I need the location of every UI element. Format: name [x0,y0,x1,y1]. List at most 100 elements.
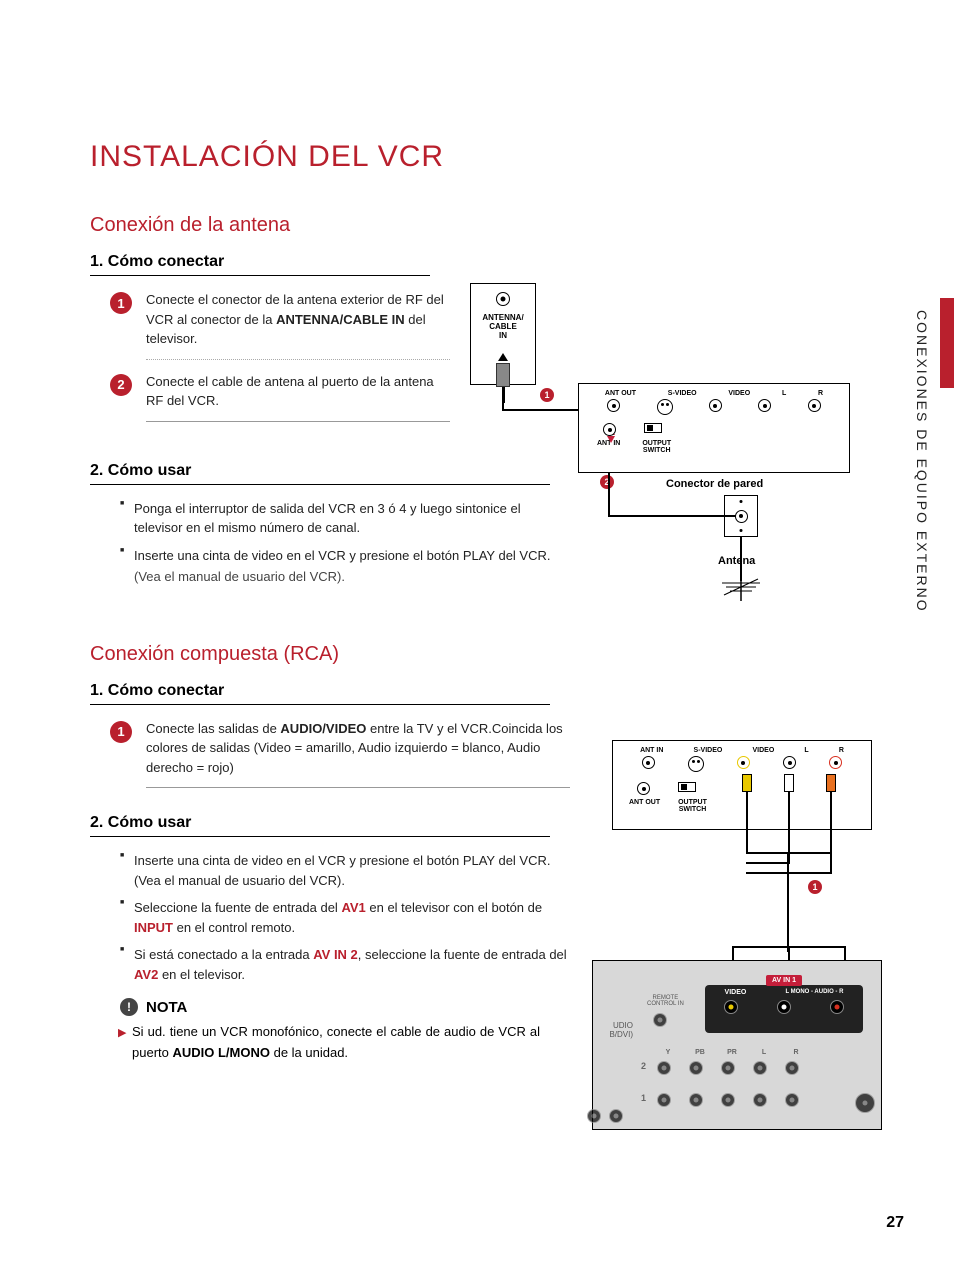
diagram-antenna: ANTENNA/ CABLE IN 1 ANT OUT S-VIDEO VIDE… [470,283,870,613]
jack-icon [808,399,821,412]
l: L [782,390,786,397]
row [705,996,863,1014]
row: ANT OUT OUTPUT SWITCH [613,797,871,813]
step-badge: 1 [110,721,132,743]
svideo-icon [688,756,704,772]
l: L MONO - AUDIO - R [785,989,843,996]
l: 2 [641,1061,646,1071]
t: INPUT [134,920,173,935]
rca-plug-white-icon [784,774,794,792]
wall-plate-icon [724,495,758,537]
t: Conecte las salidas de [146,721,280,736]
remote-label: REMOTE CONTROL IN [647,995,684,1007]
t: en el control remoto. [173,920,295,935]
section-a-connect-head: 1. Cómo conectar [90,253,430,276]
jack-icon [785,1061,799,1075]
arrow-down-icon [607,436,615,443]
section-b-subtitle: Conexión compuesta (RCA) [90,643,864,666]
jack-icon [609,1109,623,1123]
exclamation-icon: ! [120,998,138,1016]
note-box: ! NOTA ▶ Si ud. tiene un VCR monofónico,… [120,998,540,1064]
avin1-title: AV IN 1 [766,975,802,986]
wall-label: Conector de pared [666,478,763,490]
l: 1 [641,1093,646,1103]
bullet: Seleccione la fuente de entrada del AV1 … [120,898,570,937]
section-a-step-2: 2 Conecte el cable de antena al puerto d… [90,372,450,422]
rca-plug-yellow-icon [742,774,752,792]
l: ANT OUT [605,390,636,397]
l: R [818,390,823,397]
wire [608,473,610,515]
l: Y [661,1049,675,1056]
l: OUTPUT SWITCH [642,440,671,454]
switch-icon [678,782,696,792]
row: VIDEO L MONO - AUDIO - R [705,985,863,996]
l: S-VIDEO [668,390,697,397]
sidebar-tab [940,298,954,388]
jack-icon [709,399,722,412]
l: ANT OUT [629,799,660,813]
sidebar-label: CONEXIONES DE EQUIPO EXTERNO [914,310,930,613]
page-number: 27 [886,1214,904,1232]
jack-icon [785,1093,799,1107]
jack-icon [721,1061,735,1075]
l: VIDEO [728,390,750,397]
jack-icon [637,782,650,795]
vcr-jack-row [579,397,849,417]
t: AV1 [341,900,365,915]
l: OUTPUT SWITCH [678,799,707,813]
l: R [789,1049,803,1056]
coax-jack-icon [496,292,510,306]
comp-row-2: 2 [657,1061,799,1075]
vcr-label-row-2: ANT IN OUTPUT SWITCH [579,438,849,454]
jack-white-icon [777,1000,791,1014]
jack-icon [753,1093,767,1107]
jack-icon [689,1061,703,1075]
tv-panel: UDIO B/DVI) REMOTE CONTROL IN AV IN 1 VI… [592,960,882,1130]
jack-icon [829,756,842,769]
jack-icon [783,756,796,769]
jack-icon [753,1061,767,1075]
jack-icon [603,423,616,436]
l: S-VIDEO [694,747,723,754]
jack-label: ANTENNA/ CABLE IN [471,314,535,340]
wire [787,852,789,952]
jack-icon [642,756,655,769]
coax-cable-icon [496,363,510,403]
arrow-up-icon [498,353,508,361]
t: AUDIO/VIDEO [280,721,366,736]
jack-icon [737,756,750,769]
comp-row-1: 1 [657,1093,799,1107]
jack-icon [607,399,620,412]
switch-icon [644,423,662,433]
l: PB [693,1049,707,1056]
section-b-bullets: Inserte una cinta de video en el VCR y p… [90,851,570,984]
vcr-jack-row-2 [579,417,849,438]
wire [746,852,832,854]
avin1-panel: AV IN 1 VIDEO L MONO - AUDIO - R [705,985,863,1033]
section-b-connect-head: 1. Cómo conectar [90,682,550,705]
t: en el televisor con el botón de [366,900,542,915]
step-badge: 2 [110,374,132,396]
jack-red-icon [830,1000,844,1014]
antenna-label: Antena [718,555,755,567]
page-title: INSTALACIÓN DEL VCR [90,140,864,174]
antenna-icon [716,575,766,601]
side-label: UDIO B/DVI) [597,1021,633,1039]
section-a-step-1: 1 Conecte el conector de la antena exter… [90,290,450,360]
wire [746,872,832,874]
section-b-step-1: 1 Conecte las salidas de AUDIO/VIDEO ent… [90,719,570,789]
row [613,754,871,774]
vcr-box: ANT OUT S-VIDEO VIDEO L R ANT IN OUTPUT … [578,383,850,473]
l: VIDEO [752,747,774,754]
svideo-icon [657,399,673,415]
l: PR [725,1049,739,1056]
t: AUDIO L/MONO [172,1045,270,1060]
jack-icon [587,1109,601,1123]
wire [746,862,790,864]
t: AV2 [134,967,158,982]
note-body: ▶ Si ud. tiene un VCR monofónico, conect… [120,1022,540,1064]
step-text: Conecte el cable de antena al puerto de … [146,372,450,422]
vcr-label-row: ANT OUT S-VIDEO VIDEO L R [579,384,849,397]
section-a-subtitle: Conexión de la antena [90,214,864,237]
